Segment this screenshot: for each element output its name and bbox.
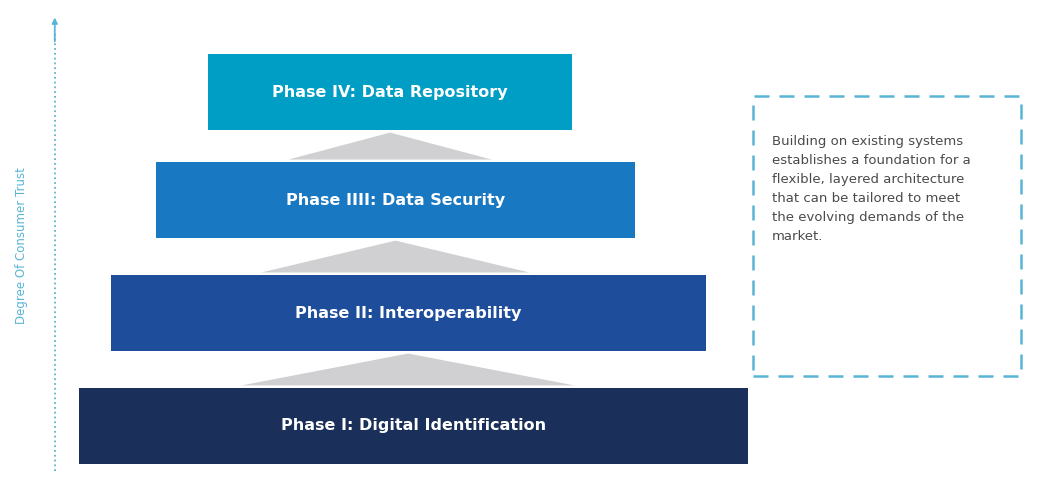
- Text: Building on existing systems
establishes a foundation for a
flexible, layered ar: Building on existing systems establishes…: [772, 135, 971, 243]
- FancyBboxPatch shape: [208, 54, 572, 130]
- Text: Degree Of Consumer Trust: Degree Of Consumer Trust: [15, 167, 27, 324]
- Text: Phase II: Interoperability: Phase II: Interoperability: [295, 305, 521, 321]
- FancyBboxPatch shape: [753, 96, 1021, 376]
- FancyBboxPatch shape: [156, 162, 635, 238]
- Text: Phase I: Digital Identification: Phase I: Digital Identification: [281, 418, 545, 434]
- Polygon shape: [289, 133, 492, 160]
- FancyBboxPatch shape: [79, 388, 748, 464]
- Polygon shape: [241, 354, 575, 385]
- Text: Phase IV: Data Repository: Phase IV: Data Repository: [273, 84, 508, 100]
- Polygon shape: [261, 241, 530, 273]
- Text: Phase IIII: Data Security: Phase IIII: Data Security: [285, 192, 505, 208]
- FancyBboxPatch shape: [111, 275, 706, 351]
